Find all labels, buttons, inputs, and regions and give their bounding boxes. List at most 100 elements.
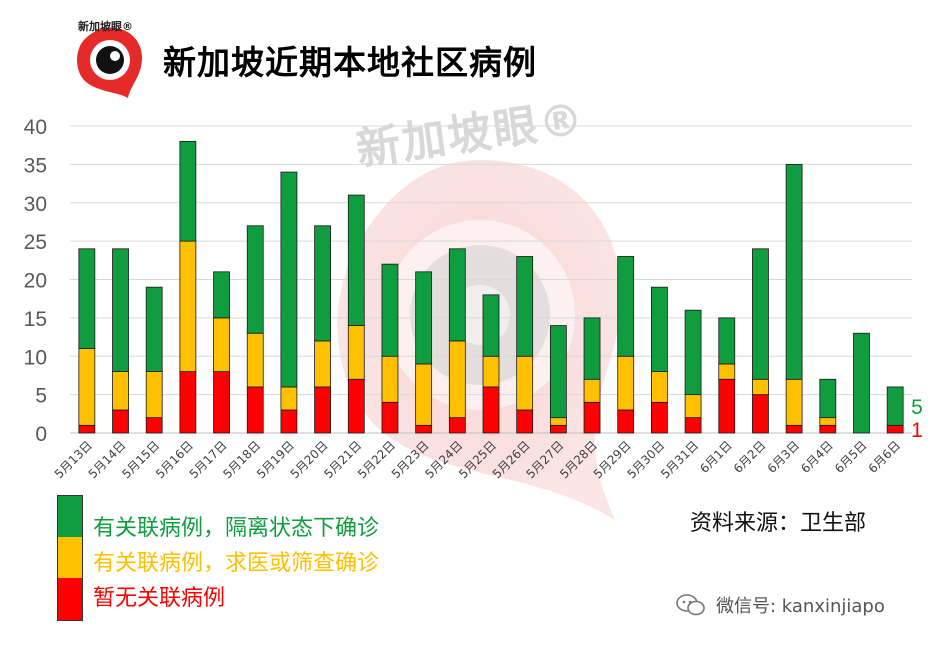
bar-unlinked xyxy=(213,371,230,434)
bar-linked-detected xyxy=(415,363,433,426)
bar-linked-detected xyxy=(78,348,96,426)
bar-linked-quarantined xyxy=(785,163,803,380)
x-tick-label: 6月2日 xyxy=(731,438,769,476)
bar-linked-quarantined xyxy=(112,248,129,373)
bar-unlinked xyxy=(516,409,534,434)
bar-unlinked xyxy=(78,424,96,434)
y-tick-label: 10 xyxy=(24,346,47,369)
legend-swatch-green xyxy=(58,496,82,537)
bar-unlinked xyxy=(651,401,668,434)
x-tick-label: 6月5日 xyxy=(832,438,870,476)
y-tick-label: 35 xyxy=(24,154,47,177)
y-tick-label: 20 xyxy=(24,270,47,293)
bar-unlinked xyxy=(617,409,635,434)
bar-linked-detected xyxy=(112,371,129,411)
bar-linked-detected xyxy=(246,332,264,388)
bar-unlinked xyxy=(482,386,500,434)
bar-linked-detected xyxy=(651,371,668,403)
bar-unlinked xyxy=(684,417,702,434)
x-tick-label: 6月1日 xyxy=(697,438,735,476)
bar-unlinked xyxy=(583,401,601,434)
data-label: 1 xyxy=(911,419,923,442)
bar-linked-quarantined xyxy=(886,386,904,426)
y-tick-label: 0 xyxy=(35,423,47,446)
bar-linked-detected xyxy=(347,325,365,380)
bar-linked-quarantined xyxy=(145,286,163,372)
bar-unlinked xyxy=(381,401,399,434)
bar-linked-detected xyxy=(448,340,466,419)
x-tick-label: 6月6日 xyxy=(866,438,904,476)
bar-linked-quarantined xyxy=(684,309,702,396)
legend-swatches xyxy=(57,495,83,621)
bar-linked-detected xyxy=(785,378,803,426)
bar-unlinked xyxy=(819,424,837,434)
bar-linked-quarantined xyxy=(381,263,399,357)
bar-linked-quarantined xyxy=(549,325,567,419)
bar-linked-quarantined xyxy=(617,256,635,357)
x-tick-label: 6月4日 xyxy=(798,438,836,476)
legend-swatch-yellow xyxy=(58,537,82,578)
legend-swatch-red xyxy=(58,578,82,620)
wechat-icon xyxy=(676,594,705,616)
bar-unlinked xyxy=(886,424,904,434)
bar-linked-quarantined xyxy=(482,294,500,357)
bar-linked-detected xyxy=(718,363,736,380)
bar-unlinked xyxy=(347,378,365,434)
bar-linked-detected xyxy=(583,378,601,403)
bar-unlinked xyxy=(112,409,129,434)
bar-linked-quarantined xyxy=(583,317,601,380)
bar-unlinked xyxy=(145,417,163,434)
bar-linked-detected xyxy=(516,355,534,411)
bar-unlinked xyxy=(549,424,567,434)
bar-linked-quarantined xyxy=(280,171,298,388)
source-note: 资料来源：卫生部 xyxy=(690,511,867,536)
bar-unlinked xyxy=(785,424,803,434)
bar-linked-detected xyxy=(213,317,230,372)
bar-linked-quarantined xyxy=(314,225,332,342)
logo-icon xyxy=(77,27,142,98)
legend-label-linked-quarantined: 有关联病例，隔离状态下确诊 xyxy=(93,516,380,541)
x-tick-label: 6月3日 xyxy=(765,438,803,476)
bar-linked-detected xyxy=(381,355,399,403)
bar-unlinked xyxy=(246,386,264,434)
bar-unlinked xyxy=(280,409,298,434)
logo-text: 新加坡眼® xyxy=(78,20,133,33)
bar-linked-quarantined xyxy=(853,332,870,434)
bar-linked-quarantined xyxy=(415,271,433,365)
bar-linked-quarantined xyxy=(718,317,736,365)
bar-linked-detected xyxy=(280,386,298,411)
y-tick-label: 40 xyxy=(24,116,47,139)
bar-linked-quarantined xyxy=(448,248,466,342)
bar-linked-detected xyxy=(549,417,567,426)
bar-linked-detected xyxy=(482,355,500,388)
bar-unlinked xyxy=(448,417,466,434)
legend-label-unlinked: 暂无关联病例 xyxy=(93,586,226,611)
legend-label-linked-detected: 有关联病例，求医或筛查确诊 xyxy=(93,551,380,576)
wechat-id: 微信号: kanxinjiapo xyxy=(716,596,885,617)
bar-unlinked xyxy=(718,378,736,434)
bar-linked-quarantined xyxy=(213,271,230,319)
y-tick-label: 25 xyxy=(24,231,47,254)
bar-unlinked xyxy=(415,424,433,434)
bar-unlinked xyxy=(752,394,769,434)
bar-linked-detected xyxy=(617,355,635,411)
bar-linked-quarantined xyxy=(819,378,837,419)
y-tick-label: 15 xyxy=(24,308,47,331)
bar-linked-quarantined xyxy=(246,225,264,334)
chart-title: 新加坡近期本地社区病例 xyxy=(163,43,537,82)
bar-linked-detected xyxy=(752,378,769,396)
bar-linked-quarantined xyxy=(78,248,96,349)
bar-linked-detected xyxy=(145,371,163,419)
y-tick-label: 30 xyxy=(24,193,47,216)
bar-unlinked xyxy=(179,371,197,434)
data-label: 5 xyxy=(911,396,923,419)
bar-linked-quarantined xyxy=(347,194,365,326)
bar-linked-detected xyxy=(314,340,332,388)
x-tick-label: 5月31日 xyxy=(658,438,701,481)
y-tick-label: 5 xyxy=(35,385,47,408)
bar-linked-quarantined xyxy=(179,140,197,242)
bar-linked-detected xyxy=(684,394,702,419)
bar-linked-quarantined xyxy=(651,286,668,372)
